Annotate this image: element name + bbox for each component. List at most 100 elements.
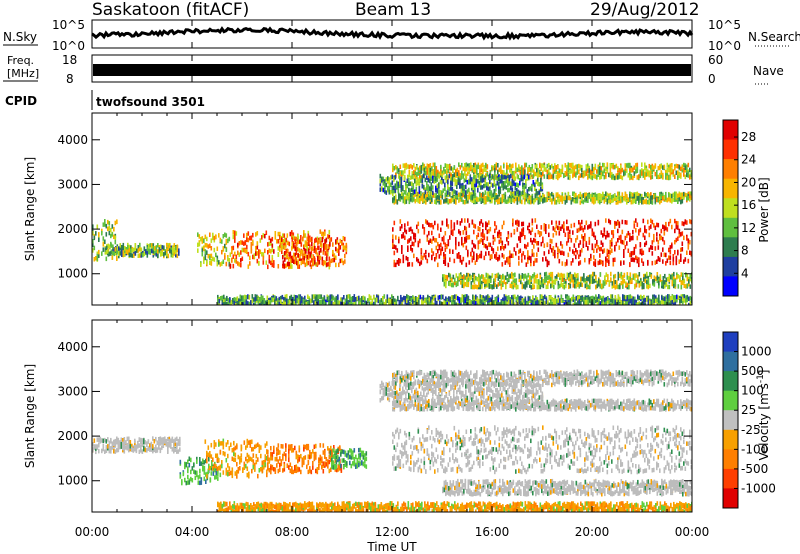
range-time-cell: [606, 233, 609, 238]
range-time-cell: [606, 252, 609, 258]
range-time-cell: [294, 236, 296, 241]
range-time-cell: [457, 177, 460, 182]
range-time-cell: [275, 296, 278, 301]
range-time-cell: [332, 242, 334, 247]
range-time-cell: [501, 253, 504, 258]
range-time-cell: [525, 178, 527, 184]
range-time-cell: [684, 168, 687, 173]
range-time-cell: [468, 195, 471, 200]
range-time-cell: [497, 173, 499, 178]
range-time-cell: [445, 296, 447, 301]
range-time-cell: [483, 167, 486, 172]
range-time-cell: [500, 238, 502, 244]
range-time-cell: [504, 180, 506, 186]
range-time-cell: [473, 255, 475, 260]
range-time-cell: [557, 225, 559, 231]
range-time-cell: [342, 242, 345, 248]
range-time-cell: [392, 242, 394, 248]
range-time-cell: [486, 196, 489, 201]
range-time-cell: [258, 253, 260, 259]
range-time-cell: [473, 278, 476, 284]
range-time-cell: [530, 167, 532, 172]
range-time-cell: [200, 262, 202, 267]
range-time-cell: [671, 199, 673, 204]
range-time-cell: [161, 245, 164, 250]
range-time-cell: [260, 301, 263, 305]
range-time-cell: [608, 254, 610, 260]
range-time-cell: [414, 179, 416, 184]
range-time-cell: [414, 192, 417, 197]
range-time-cell: [429, 163, 432, 168]
range-time-cell: [413, 170, 415, 175]
range-time-cell: [320, 299, 323, 304]
range-time-cell: [476, 197, 478, 202]
range-time-cell: [388, 297, 390, 303]
range-time-cell: [581, 173, 583, 178]
range-time-cell: [650, 274, 653, 279]
range-time-cell: [546, 259, 549, 264]
range-time-cell: [310, 254, 313, 259]
range-time-cell: [584, 170, 586, 175]
range-time-cell: [233, 298, 236, 303]
range-time-cell: [474, 178, 476, 184]
range-time-cell: [499, 179, 502, 184]
range-time-cell: [662, 165, 664, 170]
range-time-cell: [510, 232, 513, 238]
range-time-cell: [569, 274, 572, 279]
range-time-cell: [647, 261, 649, 266]
range-time-cell: [539, 172, 541, 178]
range-time-cell: [122, 242, 125, 248]
range-time-cell: [304, 262, 307, 268]
range-time-cell: [668, 284, 671, 290]
range-time-cell: [226, 301, 228, 305]
range-time-cell: [516, 191, 518, 196]
range-time-cell: [382, 296, 384, 301]
range-time-cell: [105, 223, 108, 229]
range-time-cell: [289, 299, 291, 305]
range-time-cell: [665, 261, 667, 266]
range-time-cell: [489, 254, 492, 259]
range-time-cell: [600, 197, 603, 202]
range-time-cell: [443, 259, 445, 264]
range-time-cell: [277, 246, 280, 251]
range-time-cell: [434, 199, 436, 204]
range-time-cell: [469, 273, 471, 279]
range-time-cell: [686, 276, 689, 282]
range-time-cell: [585, 220, 588, 225]
range-time-cell: [606, 199, 609, 205]
range-time-cell: [475, 180, 478, 185]
range-time-cell: [546, 169, 549, 175]
range-time-cell: [416, 224, 418, 230]
range-time-cell: [513, 247, 516, 252]
range-time-cell: [580, 282, 582, 287]
range-time-cell: [623, 278, 626, 284]
range-time-cell: [644, 166, 646, 171]
range-time-cell: [529, 174, 532, 180]
range-time-cell: [140, 247, 143, 252]
range-time-cell: [491, 254, 493, 260]
range-time-cell: [641, 248, 643, 253]
range-time-cell: [148, 246, 150, 252]
range-time-cell: [463, 283, 465, 289]
range-time-cell: [669, 171, 672, 177]
range-time-cell: [353, 302, 356, 305]
range-time-cell: [582, 236, 585, 241]
range-time-cell: [478, 282, 480, 288]
range-time-cell: [102, 242, 105, 247]
range-time-cell: [248, 295, 251, 300]
range-time-cell: [529, 280, 531, 285]
range-time-cell: [458, 162, 460, 167]
range-time-cell: [644, 228, 646, 233]
range-time-cell: [455, 198, 457, 204]
range-time-cell: [340, 301, 342, 305]
range-time-cell: [256, 258, 259, 264]
range-time-cell: [229, 263, 232, 269]
range-time-cell: [284, 301, 287, 305]
range-time-cell: [524, 192, 526, 198]
range-time-cell: [627, 162, 630, 168]
range-time-cell: [414, 237, 417, 243]
range-time-cell: [536, 279, 539, 284]
range-time-cell: [654, 246, 657, 251]
range-time-cell: [271, 262, 274, 268]
range-time-cell: [495, 187, 497, 192]
